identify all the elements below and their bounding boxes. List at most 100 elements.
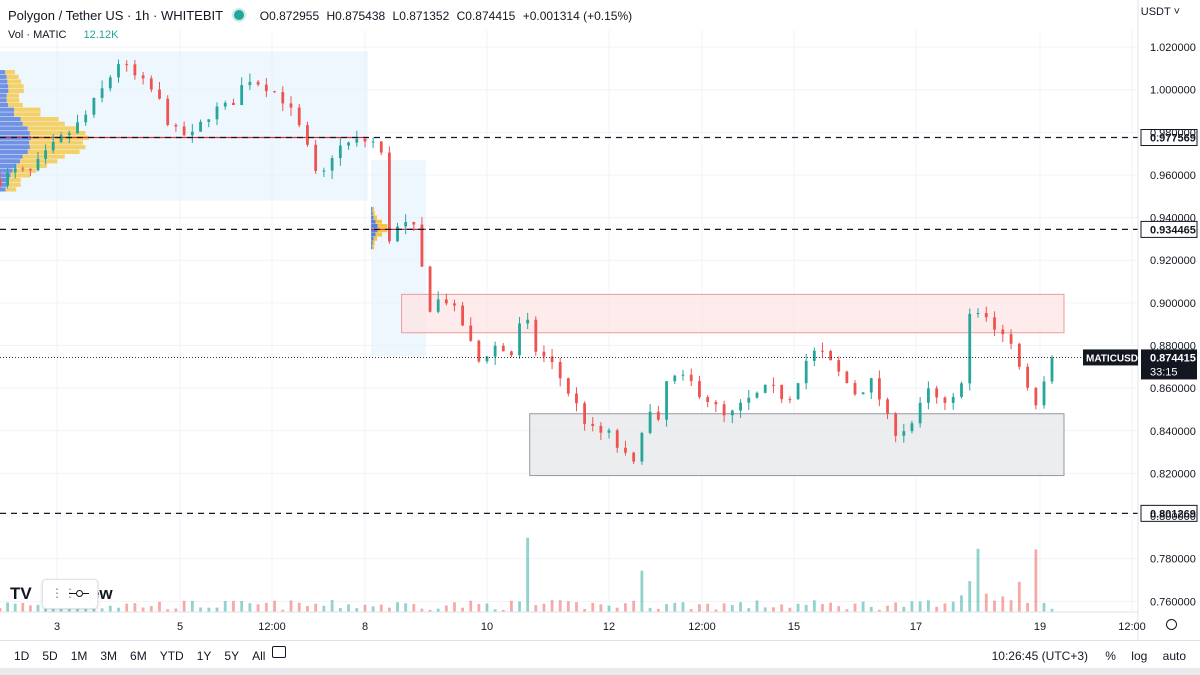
volume-bar xyxy=(1026,602,1029,612)
timeframe-buttons: 1D 5D 1M 3M 6M YTD 1Y 5Y All xyxy=(14,649,278,663)
candle-body xyxy=(829,351,832,361)
support-zone xyxy=(529,413,1065,477)
line-tool-icon[interactable] xyxy=(69,590,89,597)
timeframe-1y[interactable]: 1Y xyxy=(196,649,212,663)
volume-legend[interactable]: Vol · MATIC 12.12K xyxy=(8,29,118,41)
profile-bar-sell xyxy=(7,79,22,84)
drag-handle-icon[interactable]: ⋮⋮ xyxy=(51,586,77,600)
profile-bar-sell xyxy=(29,140,83,145)
candle-body xyxy=(493,345,497,357)
volume-bar xyxy=(706,603,710,612)
candle-body xyxy=(624,447,627,453)
candle-body xyxy=(510,351,513,356)
volume-bar xyxy=(493,609,497,612)
market-status-icon[interactable] xyxy=(232,8,247,22)
timeframe-ytd[interactable]: YTD xyxy=(159,649,184,663)
drawing-tool-popup[interactable]: ⋮⋮ xyxy=(42,579,98,609)
volume-bar xyxy=(910,601,914,612)
candle-body xyxy=(149,78,153,90)
candle-body xyxy=(910,423,914,432)
profile-bar-sell xyxy=(27,149,80,155)
candle-body xyxy=(714,401,718,405)
candle-body xyxy=(976,313,980,315)
profile-bar-sell xyxy=(5,70,15,75)
candle-body xyxy=(363,138,367,142)
symbol-badge-text: MATICUSDT xyxy=(1086,353,1144,364)
volume-bar xyxy=(1017,581,1021,612)
volume-bar xyxy=(550,600,554,612)
time-axis: 3 5 12:00 8 10 12 12:00 15 17 19 12:00 xyxy=(54,621,1146,633)
volume-bar xyxy=(665,604,668,612)
profile-bar-buy xyxy=(0,140,30,145)
volume-bar xyxy=(0,607,2,612)
volume-bar xyxy=(248,603,252,612)
volume-bar xyxy=(273,600,276,612)
profile-bar-sell xyxy=(22,121,65,126)
timeframe-all[interactable]: All xyxy=(252,649,266,663)
volume-bar xyxy=(436,608,440,612)
profile-bar-sell xyxy=(5,187,17,192)
candle-body xyxy=(1001,329,1005,335)
candle-body xyxy=(371,141,375,143)
footer-bar xyxy=(0,668,1200,675)
profile-bar-buy xyxy=(0,84,9,89)
date-range-icon[interactable] xyxy=(272,646,286,658)
candle-body xyxy=(232,102,235,105)
currency-selector[interactable]: USDT ˅ xyxy=(1140,6,1180,18)
candle-body xyxy=(886,399,889,414)
volume-bar xyxy=(453,602,456,612)
volume-bar xyxy=(730,604,734,612)
candle-body xyxy=(902,431,906,436)
profile-bar-buy xyxy=(0,131,30,136)
timeframe-1d[interactable]: 1D xyxy=(14,649,30,663)
candle-body xyxy=(347,142,350,146)
candle-body xyxy=(485,356,489,362)
volume-bar xyxy=(133,603,137,612)
time-tick-label: 12:00 xyxy=(1118,621,1146,633)
volume-bar xyxy=(256,604,260,612)
time-tick-label: 12 xyxy=(603,621,615,633)
timeframe-6m[interactable]: 6M xyxy=(130,649,147,663)
volume-bar xyxy=(821,603,824,612)
timeframe-1m[interactable]: 1M xyxy=(70,649,88,663)
profile-bar-sell xyxy=(12,168,37,173)
timeframe-5d[interactable]: 5D xyxy=(42,649,58,663)
symbol-title[interactable]: Polygon / Tether US · 1h · WHITEBIT xyxy=(8,8,224,23)
volume-bar xyxy=(673,602,677,612)
timeframe-3m[interactable]: 3M xyxy=(100,649,118,663)
price-tick-label: 0.940000 xyxy=(1150,213,1196,225)
time-tick-label: 5 xyxy=(177,621,183,633)
percent-toggle[interactable]: % xyxy=(1105,649,1116,663)
profile-bar-buy xyxy=(0,116,21,122)
volume-bar xyxy=(125,603,129,612)
log-toggle[interactable]: log xyxy=(1131,649,1148,663)
clock[interactable]: 10:26:45 (UTC+3) xyxy=(991,649,1088,663)
volume-bar xyxy=(780,604,784,612)
candle-body xyxy=(632,452,636,462)
volume-bar xyxy=(461,607,464,612)
time-tick-label: 3 xyxy=(54,621,60,633)
volume-bar xyxy=(347,604,350,612)
price-chart[interactable]: 0.977569 0.934465 0.801269 1.020000 1.00000… xyxy=(0,0,1200,640)
settings-gear-icon[interactable] xyxy=(1166,619,1177,630)
volume-bar xyxy=(518,601,521,612)
timeframe-5y[interactable]: 5Y xyxy=(224,649,240,663)
volume-bar xyxy=(322,605,326,612)
auto-toggle[interactable]: auto xyxy=(1162,649,1186,663)
profile-bar-sell xyxy=(10,173,31,178)
volume-bar xyxy=(264,602,268,612)
open-value: O0.872955 xyxy=(259,9,320,23)
candle-body xyxy=(542,351,546,357)
level-badge xyxy=(1140,220,1198,238)
volume-bar xyxy=(469,600,473,612)
chart-legend: Polygon / Tether US · 1h · WHITEBIT O0.8… xyxy=(8,8,636,23)
volume-bar xyxy=(788,607,792,612)
volume-bar xyxy=(36,604,40,612)
profile-bar-sell xyxy=(377,224,388,228)
candle-body xyxy=(526,319,530,324)
price-zones xyxy=(401,293,1065,477)
volume-bar xyxy=(615,607,619,612)
candle-body xyxy=(248,81,252,86)
candle-body xyxy=(51,141,55,151)
profile-bar-buy xyxy=(371,241,373,246)
